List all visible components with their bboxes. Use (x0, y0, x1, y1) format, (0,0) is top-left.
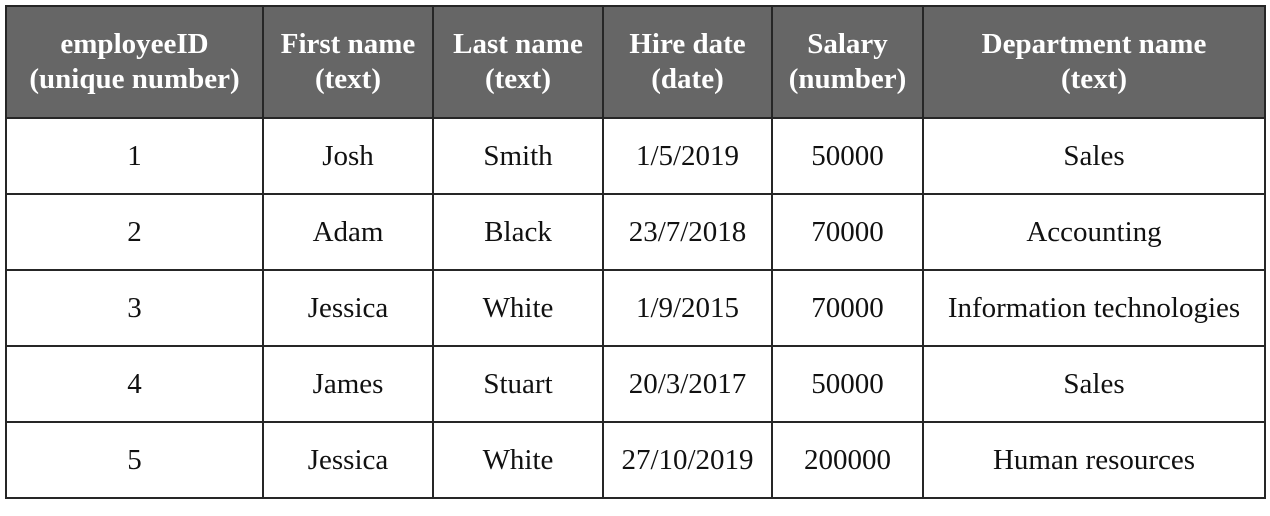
cell-department-name: Human resources (922, 421, 1266, 499)
cell-hire-date: 23/7/2018 (602, 193, 773, 271)
cell-employee-id: 2 (5, 193, 264, 271)
header-label: First name (280, 28, 416, 60)
header-label: Hire date (629, 28, 746, 60)
header-label: employeeID (60, 28, 209, 60)
cell-first-name: James (262, 345, 434, 423)
cell-first-name: Josh (262, 117, 434, 195)
table-header-row: employeeID (unique number) First name (t… (5, 5, 1266, 119)
cell-last-name: Smith (432, 117, 604, 195)
header-first-name: First name (text) (262, 5, 434, 119)
table-row: 3 Jessica White 1/9/2015 70000 Informati… (5, 269, 1266, 347)
cell-last-name: Black (432, 193, 604, 271)
header-type: (text) (484, 63, 551, 95)
cell-salary: 200000 (771, 421, 924, 499)
header-employee-id: employeeID (unique number) (5, 5, 264, 119)
cell-first-name: Jessica (262, 269, 434, 347)
cell-employee-id: 5 (5, 421, 264, 499)
cell-last-name: White (432, 421, 604, 499)
cell-hire-date: 27/10/2019 (602, 421, 773, 499)
header-type: (text) (1060, 63, 1127, 95)
cell-department-name: Accounting (922, 193, 1266, 271)
cell-hire-date: 1/9/2015 (602, 269, 773, 347)
cell-salary: 70000 (771, 269, 924, 347)
header-type: (text) (314, 63, 381, 95)
cell-salary: 50000 (771, 345, 924, 423)
cell-salary: 50000 (771, 117, 924, 195)
header-type: (unique number) (29, 63, 240, 95)
table-row: 2 Adam Black 23/7/2018 70000 Accounting (5, 193, 1266, 271)
table-row: 5 Jessica White 27/10/2019 200000 Human … (5, 421, 1266, 499)
cell-department-name: Sales (922, 117, 1266, 195)
cell-employee-id: 3 (5, 269, 264, 347)
cell-last-name: Stuart (432, 345, 604, 423)
cell-last-name: White (432, 269, 604, 347)
cell-employee-id: 1 (5, 117, 264, 195)
cell-employee-id: 4 (5, 345, 264, 423)
cell-salary: 70000 (771, 193, 924, 271)
cell-hire-date: 20/3/2017 (602, 345, 773, 423)
header-label: Department name (981, 28, 1207, 60)
header-last-name: Last name (text) (432, 5, 604, 119)
header-type: (number) (788, 63, 907, 95)
cell-first-name: Adam (262, 193, 434, 271)
header-department-name: Department name (text) (922, 5, 1266, 119)
employee-table: employeeID (unique number) First name (t… (5, 5, 1266, 499)
table-row: 4 James Stuart 20/3/2017 50000 Sales (5, 345, 1266, 423)
cell-department-name: Sales (922, 345, 1266, 423)
header-type: (date) (651, 63, 724, 95)
table-row: 1 Josh Smith 1/5/2019 50000 Sales (5, 117, 1266, 195)
header-label: Salary (807, 28, 888, 60)
cell-hire-date: 1/5/2019 (602, 117, 773, 195)
header-salary: Salary (number) (771, 5, 924, 119)
header-hire-date: Hire date (date) (602, 5, 773, 119)
header-label: Last name (453, 28, 583, 60)
employee-table-container: employeeID (unique number) First name (t… (5, 5, 1266, 499)
cell-first-name: Jessica (262, 421, 434, 499)
cell-department-name: Information technologies (922, 269, 1266, 347)
